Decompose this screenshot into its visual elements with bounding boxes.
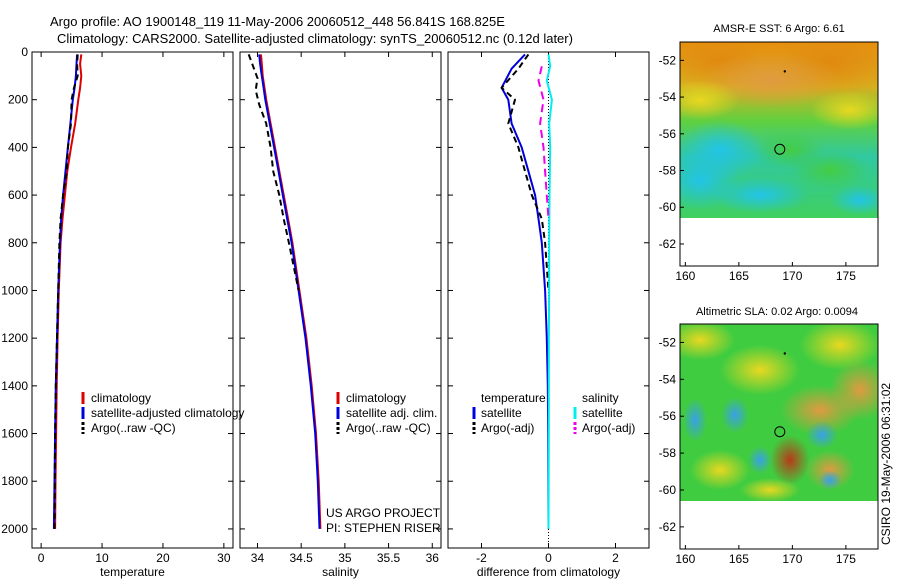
map-y-tick-label: -60 — [659, 483, 677, 497]
sst-float-marker — [774, 70, 787, 155]
header-title: Argo profile: AO 1900148_119 11-May-2006… — [50, 14, 505, 29]
project-annotation: US ARGO PROJECT — [326, 506, 441, 520]
header-subtitle: Climatology: CARS2000. Satellite-adjuste… — [57, 31, 573, 46]
sst-map-nodata — [680, 218, 878, 266]
map-y-tick-label: -54 — [659, 90, 677, 104]
legend-label-argo: Argo(..raw -QC) — [346, 421, 431, 435]
sla-map-axes: 160 165 170 175 -52 -54 -56 -58 -60 -62 — [659, 335, 857, 566]
series-line-satellite-adjusted-climatology — [52, 54, 79, 529]
map-y-tick-label: -56 — [659, 127, 677, 141]
series-line-argo-raw-qc- — [53, 54, 79, 529]
x-axis-label: temperature — [100, 565, 165, 579]
sst-map-title: AMSR-E SST: 6 Argo: 6.61 — [713, 23, 844, 35]
map-y-tick-label: -54 — [659, 372, 677, 386]
legend-label-satellite: satellite adj. clim. — [346, 406, 437, 420]
credit-text: CSIRO 19-May-2006 06:31:02 — [879, 383, 893, 545]
legend-label-temp-argo: Argo(-adj) — [481, 421, 534, 435]
x-tick-label: 35 — [338, 551, 352, 565]
y-tick-label: 800 — [8, 236, 28, 250]
y-tick-label: 200 — [8, 93, 28, 107]
map-y-tick-label: -56 — [659, 409, 677, 423]
map-x-tick-label: 165 — [729, 269, 749, 283]
legend-label-climatology: climatology — [91, 391, 151, 405]
y-tick-label: 1800 — [1, 474, 28, 488]
x-axis-label: difference from climatology — [477, 565, 620, 579]
sla-map-frame — [679, 323, 879, 550]
float-position-marker — [774, 143, 786, 155]
pi-annotation: PI: STEPHEN RISER — [326, 521, 441, 535]
map-x-tick-label: 175 — [836, 269, 856, 283]
temperature-panel: 0 10 20 30 temperature 0 200 400 600 800 1000 1200 1… — [1, 45, 234, 579]
map-y-tick-label: -58 — [659, 164, 677, 178]
sst-map-axes: 160 165 170 175 -52 -54 -56 -58 -60 -62 — [659, 53, 857, 283]
sla-map-nodata — [680, 501, 878, 549]
sla-map-image — [680, 324, 878, 501]
y-tick-label: 1000 — [1, 283, 28, 297]
series-line-salinity-argo-adj- — [537, 66, 550, 219]
sla-map-title: Altimetric SLA: 0.02 Argo: 0.0094 — [696, 306, 858, 318]
y-tick-label: 1200 — [1, 331, 28, 345]
legend-label-satellite: satellite-adjusted climatology — [91, 406, 244, 420]
map-x-tick-label: 160 — [675, 269, 695, 283]
map-x-tick-label: 160 — [675, 552, 695, 566]
x-tick-label: 35.5 — [377, 551, 401, 565]
sst-map-image — [680, 42, 878, 218]
x-tick-label: 30 — [217, 551, 231, 565]
series-line-salinity-satellite — [545, 54, 553, 529]
y-tick-label: 400 — [8, 140, 28, 154]
series-line-satellite-adj-clim- — [258, 54, 321, 529]
map-x-tick-label: 165 — [729, 552, 749, 566]
x-tick-label: 10 — [95, 551, 109, 565]
map-y-tick-label: -62 — [659, 237, 677, 251]
x-tick-label: 0 — [545, 551, 552, 565]
y-tick-label: 1400 — [1, 379, 28, 393]
x-tick-label: 34.5 — [289, 551, 313, 565]
map-x-tick-label: 170 — [782, 552, 802, 566]
legend-label-climatology: climatology — [346, 391, 406, 405]
map-x-tick-label: 170 — [782, 269, 802, 283]
y-tick-label: 0 — [21, 45, 28, 59]
legend-label-sal-satellite: satellite — [582, 406, 623, 420]
legend-header-salinity: salinity — [582, 391, 619, 405]
legend-label-argo: Argo(..raw -QC) — [91, 421, 176, 435]
series-line-temperature-argo-adj- — [500, 53, 550, 291]
x-axis-label: salinity — [322, 565, 359, 579]
x-tick-label: 20 — [156, 551, 170, 565]
sla-float-marker — [774, 352, 787, 438]
x-tick-label: -2 — [476, 551, 487, 565]
y-tick-label: 600 — [8, 188, 28, 202]
map-y-tick-label: -58 — [659, 446, 677, 460]
temperature-legend: climatology satellite-adjusted climatolo… — [81, 391, 244, 435]
sst-map-frame — [679, 41, 879, 267]
salinity-panel: 34 34.5 35 35.5 36 salinity — [239, 51, 442, 579]
map-y-tick-label: -52 — [659, 335, 677, 349]
x-tick-label: 36 — [426, 551, 440, 565]
map-y-tick-label: -52 — [659, 53, 677, 67]
x-tick-label: 2 — [612, 551, 619, 565]
y-tick-label: 2000 — [1, 522, 28, 536]
float-position-marker — [774, 426, 786, 438]
series-line-argo-raw-qc- — [247, 54, 300, 291]
plot-frame — [239, 51, 442, 549]
legend-header-temperature: temperature — [481, 391, 546, 405]
salinity-legend: climatology satellite adj. clim. Argo(..… — [336, 391, 437, 435]
x-tick-label: 34 — [251, 551, 265, 565]
series-line-temperature-satellite — [500, 53, 550, 529]
difference-legend: temperature salinity satellite Argo(-adj… — [472, 391, 635, 435]
previous-position-dot — [783, 352, 787, 355]
map-y-tick-label: -62 — [659, 520, 677, 534]
previous-position-dot — [783, 70, 787, 73]
legend-label-sal-argo: Argo(-adj) — [582, 421, 635, 435]
plot-frame — [31, 51, 234, 549]
map-x-tick-label: 175 — [836, 552, 856, 566]
map-y-tick-label: -60 — [659, 200, 677, 214]
y-tick-label: 1600 — [1, 427, 28, 441]
x-tick-label: 0 — [38, 551, 45, 565]
legend-label-temp-satellite: satellite — [481, 406, 522, 420]
